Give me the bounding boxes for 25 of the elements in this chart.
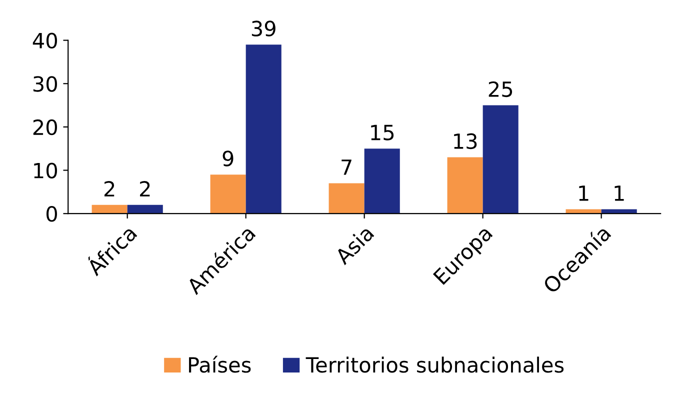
data-label: 1	[614, 186, 624, 201]
bar	[447, 157, 483, 214]
data-label: 9	[222, 150, 234, 166]
y-tick-label: 20	[33, 119, 57, 136]
legend-label: Territorios subnacionales	[306, 356, 564, 373]
y-tick-label: 0	[46, 206, 57, 222]
data-label: 15	[371, 124, 394, 140]
y-tick-label: 40	[32, 32, 57, 49]
y-tick-label: 10	[34, 162, 57, 178]
data-label: 13	[454, 133, 477, 150]
data-label: 39	[252, 20, 276, 36]
data-label: 2	[140, 180, 150, 196]
bar	[246, 44, 282, 214]
legend-label: Países	[189, 356, 251, 373]
data-label: 25	[488, 81, 512, 98]
data-label: 2	[104, 180, 114, 196]
bar	[482, 105, 518, 214]
y-tick-label: 30	[33, 76, 57, 92]
data-label: 7	[342, 160, 352, 175]
bar	[328, 183, 364, 214]
bar	[364, 148, 400, 214]
data-label: 1	[579, 186, 588, 201]
bar	[210, 174, 246, 214]
bar	[127, 204, 163, 214]
bar	[92, 204, 128, 214]
